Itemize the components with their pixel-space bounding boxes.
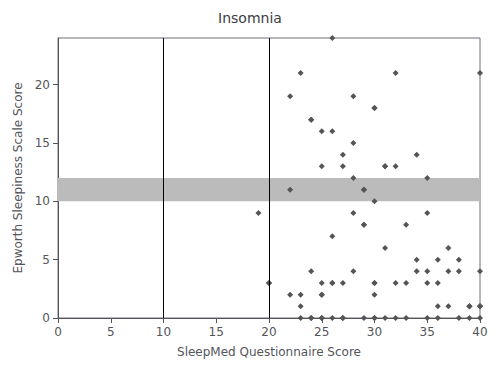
- svg-text:40: 40: [472, 325, 487, 339]
- svg-text:10: 10: [35, 194, 50, 208]
- svg-text:0: 0: [54, 325, 62, 339]
- svg-text:SleepMed Questionnaire Score: SleepMed Questionnaire Score: [177, 345, 361, 359]
- svg-text:5: 5: [42, 253, 50, 267]
- svg-text:Epworth Sleepiness Scale Score: Epworth Sleepiness Scale Score: [11, 82, 25, 273]
- svg-text:0: 0: [42, 311, 50, 325]
- svg-text:15: 15: [209, 325, 224, 339]
- svg-text:10: 10: [156, 325, 171, 339]
- svg-text:Insomnia: Insomnia: [218, 10, 282, 26]
- svg-text:20: 20: [261, 325, 276, 339]
- svg-text:30: 30: [367, 325, 382, 339]
- svg-text:35: 35: [420, 325, 435, 339]
- svg-text:20: 20: [35, 78, 50, 92]
- svg-text:5: 5: [107, 325, 115, 339]
- svg-text:15: 15: [35, 136, 50, 150]
- svg-text:25: 25: [314, 325, 329, 339]
